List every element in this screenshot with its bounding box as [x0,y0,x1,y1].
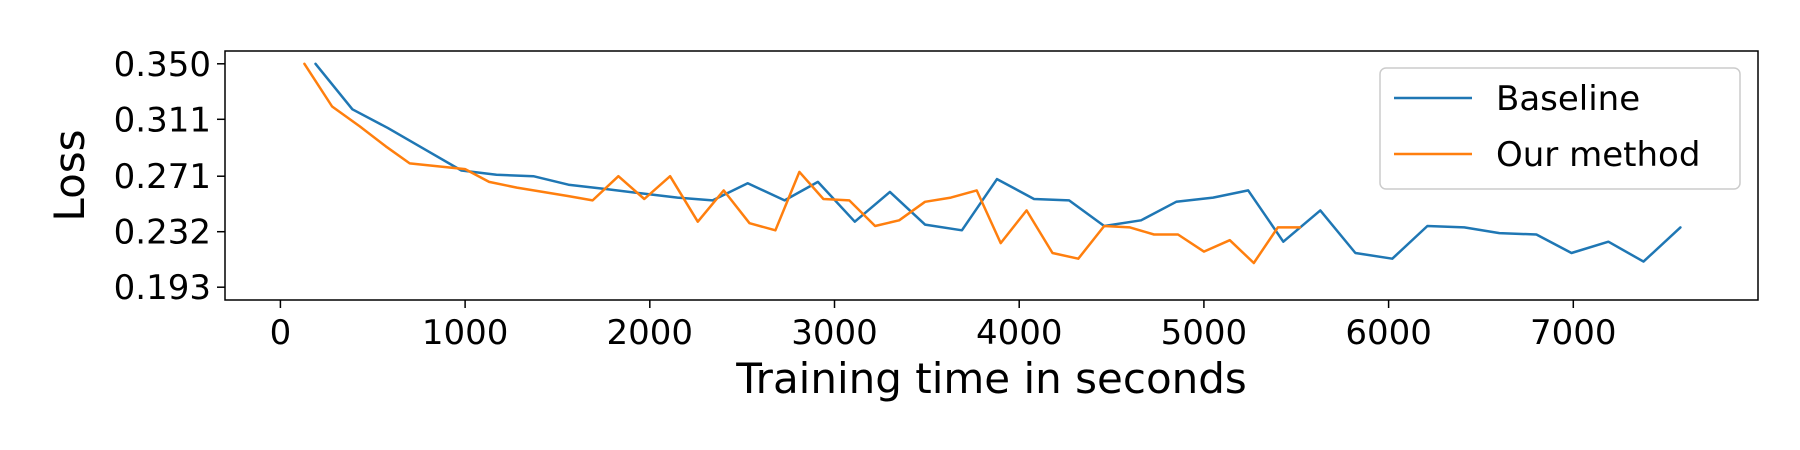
legend-label: Baseline [1496,79,1640,119]
series-line-baseline [314,62,1682,263]
y-tick-label: 0.350 [114,45,211,85]
y-tick-label: 0.232 [114,213,211,253]
y-axis-title: Loss [45,129,94,221]
y-tick-label: 0.311 [114,100,211,140]
x-tick-label: 3000 [791,313,878,353]
y-tick-label: 0.271 [114,157,211,197]
x-axis: 0 1000 2000 3000 4000 5000 6000 7000 [270,300,1617,353]
y-axis: 0.193 0.232 0.271 0.311 0.350 [114,45,225,308]
x-tick-label: 4000 [976,313,1063,353]
x-tick-label: 0 [270,313,292,353]
x-tick-label: 5000 [1161,313,1248,353]
x-tick-label: 6000 [1345,313,1432,353]
series-layer [303,62,1682,265]
x-tick-label: 7000 [1530,313,1617,353]
x-tick-label: 2000 [607,313,694,353]
legend-label: Our method [1496,135,1700,175]
x-tick-label: 1000 [422,313,509,353]
x-axis-title: Training time in seconds [735,354,1247,403]
legend: Baseline Our method [1379,67,1741,190]
series-line-our-method [303,62,1302,265]
y-tick-label: 0.193 [114,268,211,308]
